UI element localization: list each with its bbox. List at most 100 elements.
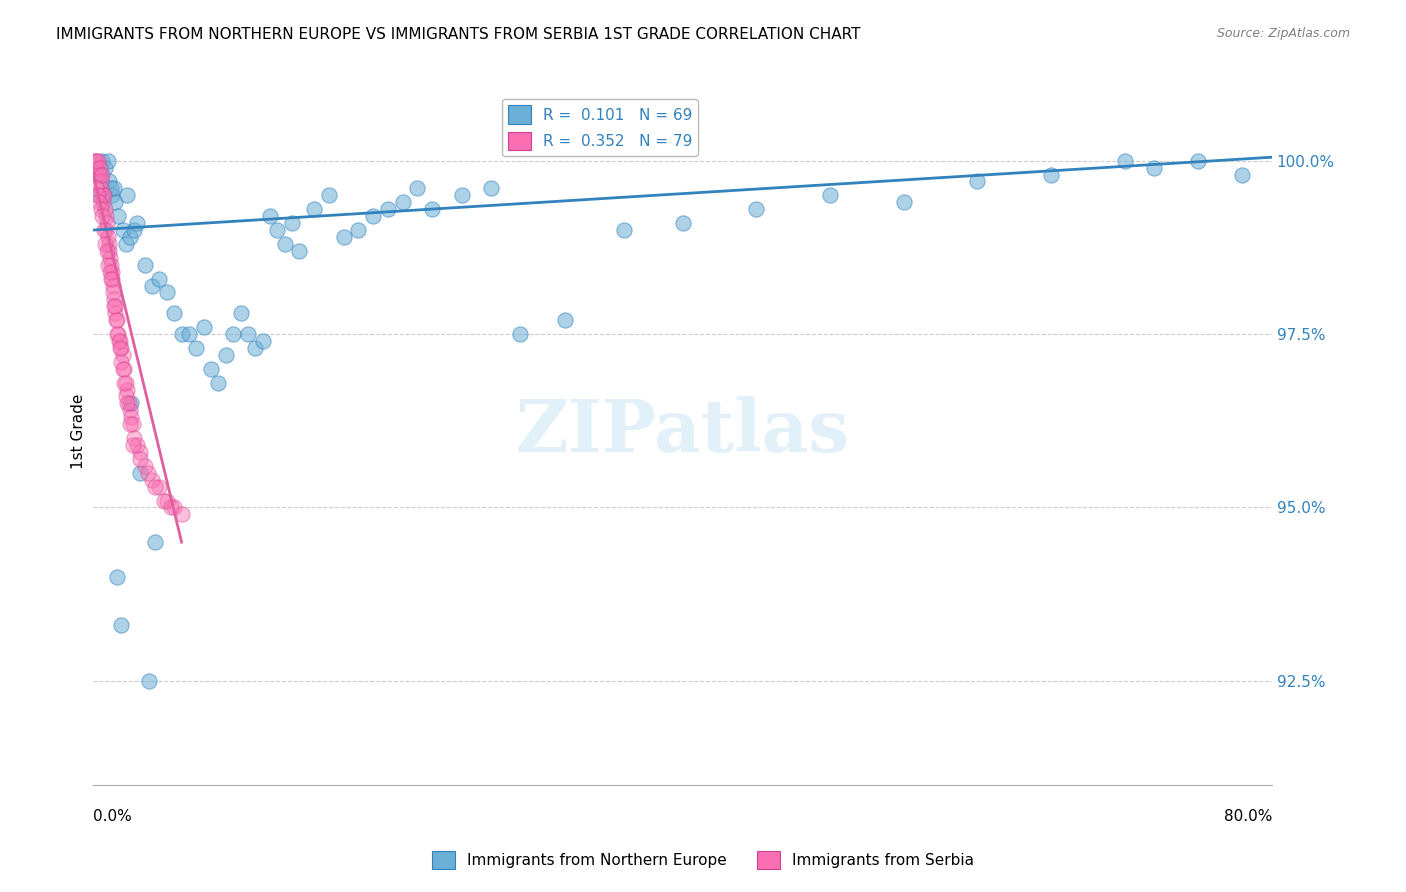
Point: [163, 306, 186, 320]
Point: [332, 230, 354, 244]
Point: [236, 327, 259, 342]
Point: [87, 168, 110, 182]
Point: [1187, 153, 1209, 168]
Point: [94, 236, 117, 251]
Point: [108, 334, 131, 348]
Point: [98, 174, 121, 188]
Point: [124, 223, 146, 237]
Point: [89, 161, 111, 175]
Point: [479, 181, 502, 195]
Point: [143, 480, 166, 494]
Point: [94, 202, 117, 217]
Point: [98, 244, 121, 258]
Text: 0.0%: 0.0%: [93, 809, 132, 824]
Point: [613, 223, 636, 237]
Point: [391, 195, 413, 210]
Point: [96, 216, 118, 230]
Point: [266, 223, 288, 237]
Point: [222, 327, 245, 342]
Point: [134, 258, 156, 272]
Point: [104, 195, 127, 210]
Point: [86, 188, 108, 202]
Point: [103, 293, 125, 307]
Point: [121, 396, 143, 410]
Point: [91, 188, 114, 202]
Point: [207, 376, 229, 390]
Text: IMMIGRANTS FROM NORTHERN EUROPE VS IMMIGRANTS FROM SERBIA 1ST GRADE CORRELATION : IMMIGRANTS FROM NORTHERN EUROPE VS IMMIG…: [56, 27, 860, 42]
Point: [114, 236, 136, 251]
Point: [554, 313, 576, 327]
Point: [745, 202, 768, 217]
Point: [110, 618, 132, 632]
Point: [450, 188, 472, 202]
Point: [406, 181, 429, 195]
Point: [671, 216, 693, 230]
Point: [115, 188, 138, 202]
Point: [347, 223, 370, 237]
Point: [107, 327, 129, 342]
Point: [361, 209, 384, 223]
Point: [148, 480, 170, 494]
Point: [259, 209, 281, 223]
Point: [122, 438, 145, 452]
Point: [288, 244, 311, 258]
Point: [107, 209, 129, 223]
Point: [177, 327, 200, 342]
Point: [129, 445, 152, 459]
Point: [110, 355, 132, 369]
Point: [98, 251, 121, 265]
Point: [509, 327, 531, 342]
Point: [100, 271, 122, 285]
Point: [86, 153, 108, 168]
Point: [104, 299, 127, 313]
Point: [103, 181, 125, 195]
Point: [100, 258, 122, 272]
Point: [98, 265, 121, 279]
Point: [1232, 168, 1254, 182]
Point: [100, 265, 122, 279]
Point: [1114, 153, 1136, 168]
Point: [96, 223, 118, 237]
Point: [318, 188, 340, 202]
Legend: Immigrants from Northern Europe, Immigrants from Serbia: Immigrants from Northern Europe, Immigra…: [426, 845, 980, 875]
Point: [101, 188, 124, 202]
Point: [107, 334, 129, 348]
Point: [97, 236, 120, 251]
Point: [377, 202, 399, 217]
Point: [156, 285, 179, 300]
Point: [302, 202, 325, 217]
Point: [91, 153, 114, 168]
Point: [110, 341, 132, 355]
Point: [100, 181, 122, 195]
Point: [193, 320, 215, 334]
Text: ZIPatlas: ZIPatlas: [516, 396, 849, 467]
Point: [229, 306, 252, 320]
Point: [111, 223, 134, 237]
Point: [90, 181, 112, 195]
Point: [200, 361, 222, 376]
Point: [93, 188, 115, 202]
Point: [121, 410, 143, 425]
Point: [118, 403, 141, 417]
Point: [281, 216, 304, 230]
Point: [91, 209, 114, 223]
Point: [143, 535, 166, 549]
Point: [103, 299, 125, 313]
Point: [163, 500, 186, 515]
Point: [118, 230, 141, 244]
Point: [101, 278, 124, 293]
Point: [101, 271, 124, 285]
Point: [129, 466, 152, 480]
Point: [252, 334, 274, 348]
Point: [156, 493, 179, 508]
Point: [93, 223, 115, 237]
Point: [122, 417, 145, 432]
Point: [111, 361, 134, 376]
Point: [124, 431, 146, 445]
Point: [153, 493, 176, 508]
Point: [94, 209, 117, 223]
Point: [97, 153, 120, 168]
Point: [101, 285, 124, 300]
Point: [105, 313, 128, 327]
Point: [96, 244, 118, 258]
